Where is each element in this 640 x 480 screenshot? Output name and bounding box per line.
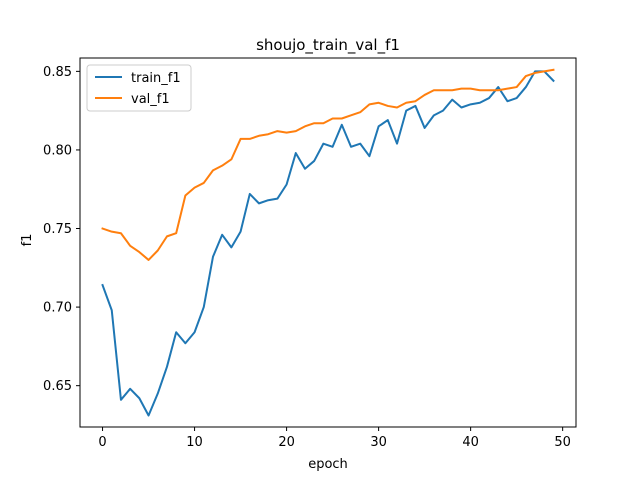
x-tick-label: 40: [462, 435, 479, 450]
axes-layer: 0 10 20 30 40 50 0.65 0.70 0.75 0.80 0.85: [43, 57, 577, 450]
x-tick-label: 10: [186, 435, 203, 450]
legend-label: train_f1: [131, 71, 181, 86]
legend-label: val_f1: [131, 92, 170, 107]
y-tick-label: 0.85: [43, 65, 72, 80]
series-line-train-f1: [101, 70, 555, 417]
x-tick-label: 0: [98, 435, 106, 450]
y-axis-label: f1: [20, 234, 35, 247]
y-tick-label: 0.70: [43, 301, 72, 316]
y-tick-label: 0.80: [43, 143, 72, 158]
plot-frame: [79, 57, 577, 428]
y-tick-label: 0.75: [43, 222, 72, 237]
y-tick-label: 0.65: [43, 379, 72, 394]
chart-title: shoujo_train_val_f1: [256, 36, 400, 55]
x-tick-label: 30: [370, 435, 387, 450]
series-line-val-f1: [101, 68, 555, 261]
x-tick-label: 50: [554, 435, 571, 450]
x-tick-label: 20: [278, 435, 295, 450]
x-axis-label: epoch: [308, 457, 348, 472]
series-layer: [101, 68, 555, 417]
legend: train_f1 val_f1: [86, 64, 192, 112]
